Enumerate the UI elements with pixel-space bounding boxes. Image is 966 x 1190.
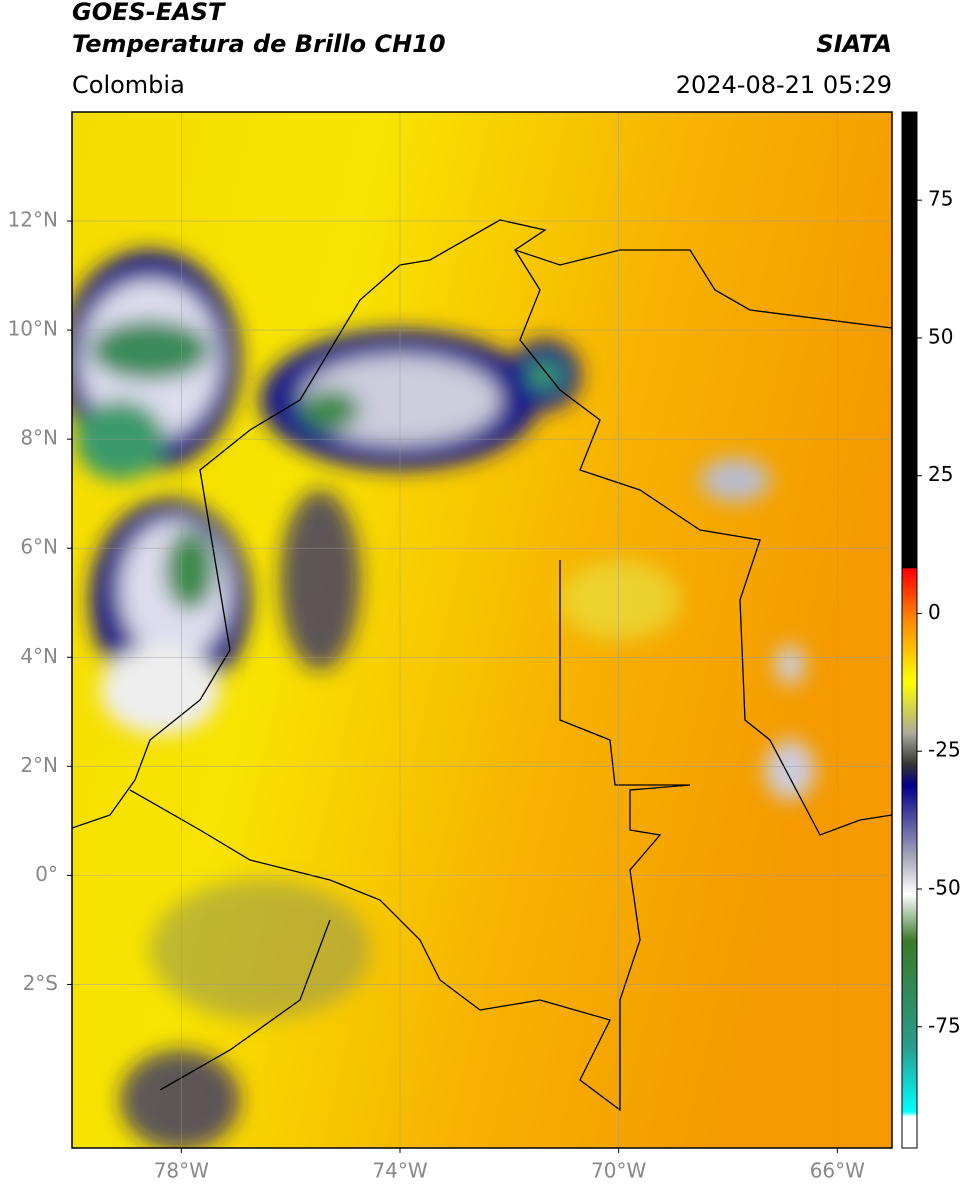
x-tick-label: 78°W <box>154 1159 209 1183</box>
y-tick-label: 0° <box>35 862 58 886</box>
colorbar-tick-label: -75 <box>928 1013 961 1037</box>
grid <box>72 112 892 1148</box>
source: SIATA <box>816 30 892 58</box>
y-tick-label: 10°N <box>8 317 58 341</box>
y-tick-label: 4°N <box>20 644 58 668</box>
imagery <box>72 112 892 1148</box>
y-tick-label: 8°N <box>20 426 58 450</box>
colorbar <box>901 111 918 1149</box>
x-tick-label: 66°W <box>810 1159 865 1183</box>
x-tick-label: 74°W <box>372 1159 427 1183</box>
colorbar-tick-label: 0 <box>928 600 941 624</box>
colorbar-tick-label: -25 <box>928 738 961 762</box>
y-tick-label: 6°N <box>20 535 58 559</box>
colorbar-tick-label: 25 <box>928 462 953 486</box>
colorbar-tick-label: -50 <box>928 876 961 900</box>
y-tick-label: 2°S <box>23 971 58 995</box>
colorbar-tick-label: 50 <box>928 324 953 348</box>
datetime: 2024-08-21 05:29 <box>676 71 892 99</box>
subtitle: Temperatura de Brillo CH10 <box>72 30 446 58</box>
x-tick-label: 70°W <box>591 1159 646 1183</box>
title: GOES-EAST <box>72 0 226 26</box>
y-tick-label: 2°N <box>20 753 58 777</box>
map-frame <box>71 111 893 1149</box>
region: Colombia <box>72 71 185 99</box>
colorbar-tick-label: 75 <box>928 187 953 211</box>
y-tick-label: 12°N <box>8 208 58 232</box>
